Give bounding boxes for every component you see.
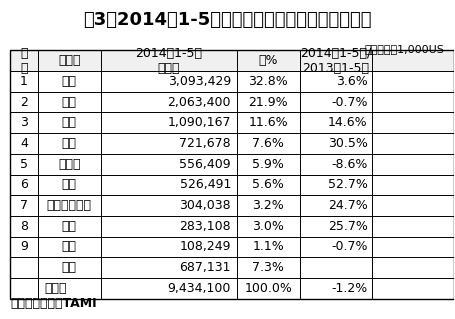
Text: 32.8%: 32.8% — [248, 75, 288, 88]
Text: 5.6%: 5.6% — [252, 178, 284, 191]
Text: 721,678: 721,678 — [179, 137, 231, 150]
Text: 304,038: 304,038 — [179, 199, 231, 212]
Text: 52.7%: 52.7% — [328, 178, 368, 191]
Text: 3,093,429: 3,093,429 — [168, 75, 231, 88]
Text: 6: 6 — [20, 178, 28, 191]
Bar — [10, 50, 454, 299]
Text: 9,434,100: 9,434,100 — [168, 282, 231, 295]
Text: 美国: 美国 — [62, 96, 77, 108]
Text: -0.7%: -0.7% — [331, 241, 368, 253]
Text: 283,108: 283,108 — [179, 220, 231, 233]
Text: -1.2%: -1.2% — [331, 282, 368, 295]
Text: 其他: 其他 — [62, 261, 77, 274]
Text: 7.3%: 7.3% — [252, 261, 284, 274]
Text: 表3、2014年1-5月台湾机械产品进口来源统计分析: 表3、2014年1-5月台湾机械产品进口来源统计分析 — [83, 11, 372, 29]
Text: 526,491: 526,491 — [180, 178, 231, 191]
Text: 韩国: 韩国 — [62, 220, 77, 233]
Bar — [10, 50, 454, 71]
Text: 大陆: 大陆 — [62, 116, 77, 129]
Text: 金额单位：1,000US: 金额单位：1,000US — [365, 44, 445, 54]
Text: 英国: 英国 — [62, 241, 77, 253]
Text: 占%: 占% — [258, 54, 278, 67]
Text: 30.5%: 30.5% — [328, 137, 368, 150]
Text: 排
名: 排 名 — [20, 47, 28, 75]
Text: 1: 1 — [20, 75, 28, 88]
Text: -8.6%: -8.6% — [331, 158, 368, 171]
Text: 2014年1-5月/
2013年1-5月: 2014年1-5月/ 2013年1-5月 — [300, 47, 372, 75]
Text: 3.6%: 3.6% — [336, 75, 368, 88]
Text: 国　家: 国 家 — [58, 54, 81, 67]
Text: 21.9%: 21.9% — [248, 96, 288, 108]
Text: 3.2%: 3.2% — [253, 199, 284, 212]
Text: 数据源：海关，TAMI: 数据源：海关，TAMI — [10, 297, 97, 310]
Text: 日本: 日本 — [62, 75, 77, 88]
Text: 德国: 德国 — [62, 137, 77, 150]
Text: 1.1%: 1.1% — [253, 241, 284, 253]
Text: 9: 9 — [20, 241, 28, 253]
Text: 3.0%: 3.0% — [252, 220, 284, 233]
Text: 25.7%: 25.7% — [328, 220, 368, 233]
Text: 5: 5 — [20, 158, 28, 171]
Text: 108,249: 108,249 — [180, 241, 231, 253]
Text: 7.6%: 7.6% — [252, 137, 284, 150]
Text: 4: 4 — [20, 137, 28, 150]
Text: 100.0%: 100.0% — [244, 282, 292, 295]
Text: 合　计: 合 计 — [45, 282, 67, 295]
Text: 2,063,400: 2,063,400 — [167, 96, 231, 108]
Text: 687,131: 687,131 — [180, 261, 231, 274]
Text: 1,090,167: 1,090,167 — [167, 116, 231, 129]
Text: 新加坡: 新加坡 — [58, 158, 81, 171]
Text: -0.7%: -0.7% — [331, 96, 368, 108]
Text: 5.9%: 5.9% — [252, 158, 284, 171]
Text: 24.7%: 24.7% — [328, 199, 368, 212]
Text: 14.6%: 14.6% — [328, 116, 368, 129]
Text: 7: 7 — [20, 199, 28, 212]
Text: 556,409: 556,409 — [179, 158, 231, 171]
Text: 荷兰: 荷兰 — [62, 178, 77, 191]
Text: 8: 8 — [20, 220, 28, 233]
Text: 11.6%: 11.6% — [248, 116, 288, 129]
Text: 2014年1-5月
进口额: 2014年1-5月 进口额 — [135, 47, 202, 75]
Text: 3: 3 — [20, 116, 28, 129]
Text: 2: 2 — [20, 96, 28, 108]
Text: 其他东协五国: 其他东协五国 — [47, 199, 92, 212]
